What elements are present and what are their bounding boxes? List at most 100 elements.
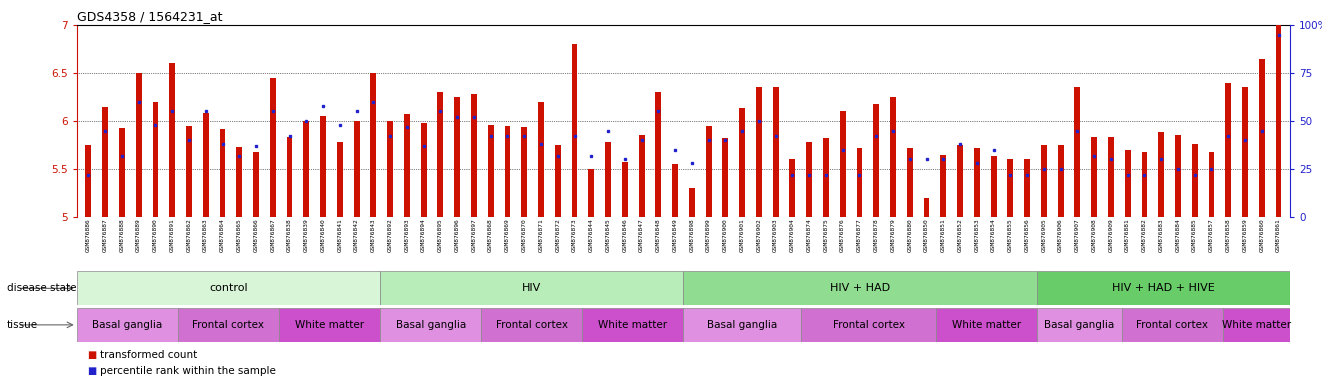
Text: White matter: White matter xyxy=(952,320,1022,330)
Bar xyxy=(1007,159,1013,217)
Bar xyxy=(588,169,594,217)
Bar xyxy=(940,155,947,217)
Bar xyxy=(907,148,912,217)
Bar xyxy=(488,125,493,217)
Bar xyxy=(683,308,801,342)
Bar xyxy=(806,142,812,217)
Bar xyxy=(202,113,209,217)
Text: White matter: White matter xyxy=(1222,320,1292,330)
Bar xyxy=(1192,144,1198,217)
Bar xyxy=(756,88,761,217)
Bar xyxy=(481,308,582,342)
Bar xyxy=(683,271,1038,305)
Text: GDS4358 / 1564231_at: GDS4358 / 1564231_at xyxy=(77,10,222,23)
Text: Frontal cortex: Frontal cortex xyxy=(833,320,904,330)
Bar xyxy=(1025,159,1030,217)
Bar xyxy=(1175,136,1181,217)
Bar xyxy=(801,308,936,342)
Bar xyxy=(287,137,292,217)
Text: HIV: HIV xyxy=(522,283,542,293)
Text: ■: ■ xyxy=(87,350,97,360)
Bar xyxy=(583,308,683,342)
Bar xyxy=(136,73,141,217)
Bar xyxy=(1276,25,1281,217)
Bar xyxy=(990,157,997,217)
Bar xyxy=(890,97,896,217)
Bar xyxy=(438,92,443,217)
Bar xyxy=(381,271,683,305)
Bar xyxy=(957,145,962,217)
Bar xyxy=(639,136,645,217)
Text: Basal ganglia: Basal ganglia xyxy=(93,320,163,330)
Bar xyxy=(1075,88,1080,217)
Bar xyxy=(253,152,259,217)
Bar xyxy=(555,145,561,217)
Bar xyxy=(521,127,527,217)
Bar xyxy=(387,121,393,217)
Bar xyxy=(1208,152,1215,217)
Bar xyxy=(405,114,410,217)
Bar xyxy=(169,63,175,217)
Text: tissue: tissue xyxy=(7,320,38,330)
Bar xyxy=(505,126,510,217)
Bar xyxy=(874,104,879,217)
Bar xyxy=(1040,145,1047,217)
Bar xyxy=(672,164,678,217)
Bar xyxy=(354,121,360,217)
Bar xyxy=(1091,137,1097,217)
Bar xyxy=(337,142,342,217)
Text: Frontal cortex: Frontal cortex xyxy=(496,320,567,330)
Bar xyxy=(77,271,381,305)
Bar xyxy=(789,159,796,217)
Bar xyxy=(1243,88,1248,217)
Bar xyxy=(689,188,695,217)
Bar xyxy=(370,73,377,217)
Bar xyxy=(320,116,327,217)
Bar xyxy=(381,308,481,342)
Bar xyxy=(86,145,91,217)
Bar xyxy=(270,78,276,217)
Text: HIV + HAD: HIV + HAD xyxy=(830,283,891,293)
Text: White matter: White matter xyxy=(295,320,364,330)
Bar xyxy=(1225,83,1231,217)
Text: ■: ■ xyxy=(87,366,97,376)
Text: Basal ganglia: Basal ganglia xyxy=(1044,320,1114,330)
Bar xyxy=(773,88,779,217)
Bar xyxy=(186,126,192,217)
Bar xyxy=(1058,145,1064,217)
Bar xyxy=(621,162,628,217)
Text: White matter: White matter xyxy=(599,320,668,330)
Text: Basal ganglia: Basal ganglia xyxy=(395,320,465,330)
Bar xyxy=(152,102,159,217)
Bar xyxy=(1108,137,1114,217)
Bar xyxy=(119,128,124,217)
Bar xyxy=(77,308,178,342)
Bar xyxy=(455,97,460,217)
Bar xyxy=(1038,271,1290,305)
Text: disease state: disease state xyxy=(7,283,77,293)
Text: Frontal cortex: Frontal cortex xyxy=(193,320,264,330)
Bar xyxy=(924,198,929,217)
Bar xyxy=(538,102,543,217)
Bar xyxy=(824,138,829,217)
Bar xyxy=(1259,59,1265,217)
Bar xyxy=(857,148,862,217)
Text: Frontal cortex: Frontal cortex xyxy=(1137,320,1208,330)
Bar xyxy=(1223,308,1290,342)
Text: percentile rank within the sample: percentile rank within the sample xyxy=(100,366,276,376)
Text: transformed count: transformed count xyxy=(100,350,198,360)
Bar xyxy=(420,123,427,217)
Bar xyxy=(1122,308,1223,342)
Bar xyxy=(974,148,980,217)
Bar xyxy=(279,308,381,342)
Bar xyxy=(656,92,661,217)
Bar xyxy=(936,308,1038,342)
Bar xyxy=(1038,308,1122,342)
Bar xyxy=(706,126,711,217)
Bar xyxy=(219,129,226,217)
Bar xyxy=(571,44,578,217)
Bar xyxy=(1125,150,1130,217)
Bar xyxy=(1158,132,1165,217)
Bar xyxy=(722,138,728,217)
Bar xyxy=(178,308,279,342)
